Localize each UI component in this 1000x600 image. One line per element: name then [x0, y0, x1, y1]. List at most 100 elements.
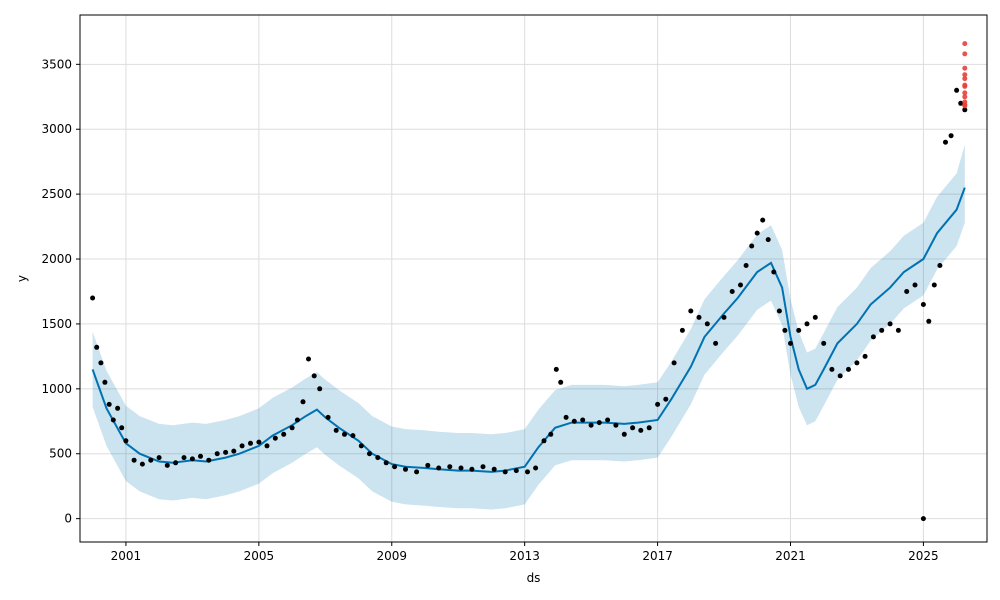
- observed-point: [248, 440, 253, 446]
- future-point: [962, 41, 968, 47]
- x-tick-label: 2017: [642, 549, 673, 563]
- observed-point: [392, 464, 398, 470]
- grid: [80, 15, 987, 542]
- observed-point: [558, 379, 564, 385]
- observed-point: [638, 427, 644, 433]
- observed-point: [333, 427, 339, 433]
- observed-point: [958, 100, 964, 106]
- observed-point: [300, 399, 306, 405]
- observed-point: [788, 340, 793, 346]
- observed-point: [480, 464, 486, 470]
- observed-point: [943, 139, 948, 145]
- observed-point: [948, 133, 954, 139]
- observed-point: [548, 431, 554, 437]
- observed-point: [94, 344, 100, 350]
- observed-point: [533, 465, 539, 471]
- observed-point: [119, 425, 125, 431]
- x-tick-label: 2013: [509, 549, 540, 563]
- observed-point: [206, 457, 212, 463]
- observed-point: [804, 321, 810, 327]
- observed-point: [821, 340, 827, 346]
- observed-point: [862, 353, 868, 359]
- observed-point: [272, 435, 278, 441]
- observed-point: [403, 466, 408, 472]
- observed-point: [926, 318, 932, 324]
- observed-point: [148, 457, 154, 463]
- observed-point: [156, 455, 162, 461]
- future-point: [962, 94, 968, 100]
- observed-point: [931, 282, 937, 288]
- future-point: [962, 65, 968, 71]
- observed-point: [846, 366, 851, 372]
- observed-point: [837, 373, 843, 379]
- observed-point: [458, 465, 464, 471]
- y-tick-label: 1000: [41, 382, 72, 396]
- observed-point: [256, 439, 262, 445]
- observed-point: [796, 327, 802, 333]
- x-tick-label: 2009: [376, 549, 407, 563]
- future-point: [962, 72, 968, 78]
- observed-point: [110, 417, 116, 423]
- observed-point: [342, 431, 347, 437]
- observed-point: [870, 334, 876, 340]
- observed-point: [776, 308, 782, 314]
- observed-point: [325, 414, 331, 420]
- observed-point: [469, 466, 475, 472]
- observed-points-layer: [90, 87, 968, 522]
- forecast-line-layer: [91, 187, 966, 473]
- observed-point: [663, 396, 669, 402]
- observed-point: [679, 327, 685, 333]
- observed-point: [447, 464, 453, 470]
- observed-point: [311, 373, 317, 379]
- observed-point: [358, 443, 364, 449]
- observed-point: [317, 386, 323, 392]
- y-tick-label: 3000: [41, 122, 72, 136]
- future-points-layer: [962, 41, 968, 109]
- observed-point: [181, 455, 187, 461]
- observed-point: [771, 269, 777, 275]
- observed-point: [123, 438, 129, 444]
- observed-point: [367, 451, 372, 457]
- y-tick-label: 2500: [41, 187, 72, 201]
- observed-point: [164, 462, 170, 468]
- observed-point: [596, 420, 602, 426]
- observed-point: [306, 356, 311, 362]
- uncertainty-band-layer: [92, 144, 965, 510]
- observed-point: [563, 414, 569, 420]
- observed-point: [904, 289, 910, 294]
- observed-point: [513, 468, 519, 474]
- observed-point: [765, 237, 771, 243]
- observed-point: [425, 462, 431, 468]
- observed-point: [738, 282, 743, 288]
- observed-point: [115, 405, 121, 411]
- observed-point: [879, 327, 885, 333]
- observed-point: [854, 360, 860, 366]
- y-axis-ticks: 0 500 1000 1500 2000 2500 3000 3500: [41, 57, 80, 526]
- observed-point: [289, 425, 295, 431]
- observed-point: [721, 314, 727, 320]
- observed-point: [713, 340, 719, 346]
- observed-point: [502, 469, 508, 475]
- observed-point: [281, 431, 287, 437]
- y-tick-label: 2000: [41, 252, 72, 266]
- observed-point: [729, 289, 735, 294]
- observed-point: [812, 314, 818, 320]
- observed-point: [571, 418, 577, 424]
- observed-point: [646, 425, 652, 431]
- future-point: [962, 83, 968, 89]
- future-point: [962, 76, 968, 82]
- observed-point: [491, 466, 497, 472]
- uncertainty-band: [92, 144, 965, 510]
- observed-point: [962, 107, 968, 113]
- forecast-line: [91, 187, 966, 473]
- y-axis-label: y: [15, 275, 29, 282]
- observed-point: [760, 217, 766, 223]
- observed-point: [605, 417, 611, 423]
- observed-point: [294, 417, 300, 423]
- observed-point: [90, 295, 96, 301]
- observed-point: [920, 516, 926, 522]
- observed-point: [920, 302, 926, 307]
- observed-point: [887, 321, 893, 327]
